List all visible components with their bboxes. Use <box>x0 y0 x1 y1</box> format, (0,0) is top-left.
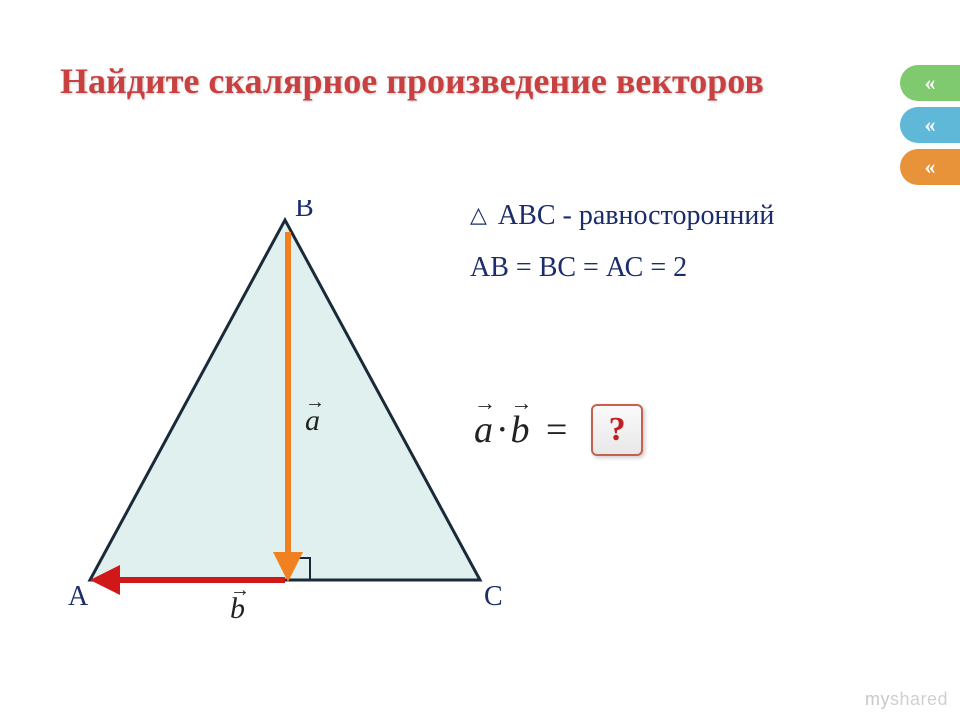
condition-2: АВ = ВС = АС = 2 <box>470 252 930 284</box>
triangle-svg: АВС→a→b <box>60 200 510 620</box>
side-tabs: « « « <box>900 65 960 185</box>
tab-blue[interactable]: « <box>900 107 960 143</box>
vector-b-symbol: → b <box>511 408 530 452</box>
watermark-shared: shared <box>890 689 948 709</box>
svg-text:С: С <box>484 581 503 612</box>
watermark-my: my <box>865 689 890 709</box>
triangle-diagram: АВС→a→b <box>60 200 510 620</box>
tab-orange[interactable]: « <box>900 149 960 185</box>
triangle-symbol: △ <box>470 202 487 227</box>
svg-text:А: А <box>68 581 89 612</box>
vector-a-symbol: → a <box>474 408 493 452</box>
svg-text:В: В <box>295 200 314 223</box>
tab-green[interactable]: « <box>900 65 960 101</box>
condition-1: △ АВС - равносторонний <box>470 200 930 232</box>
svg-text:a: a <box>305 404 320 437</box>
condition-1-text: АВС - равносторонний <box>498 200 774 231</box>
arrow-over-icon: → <box>511 390 533 416</box>
watermark: myshared <box>865 689 948 710</box>
svg-text:b: b <box>230 592 245 620</box>
page-title: Найдите скалярное произведение векторов <box>60 60 900 102</box>
formula: → a · → b = ? <box>470 404 930 456</box>
arrow-over-icon: → <box>474 390 496 416</box>
equals-sign: = <box>544 408 570 452</box>
conditions-block: △ АВС - равносторонний АВ = ВС = АС = 2 … <box>470 200 930 456</box>
question-button[interactable]: ? <box>591 404 643 456</box>
dot-operator: · <box>497 408 507 452</box>
